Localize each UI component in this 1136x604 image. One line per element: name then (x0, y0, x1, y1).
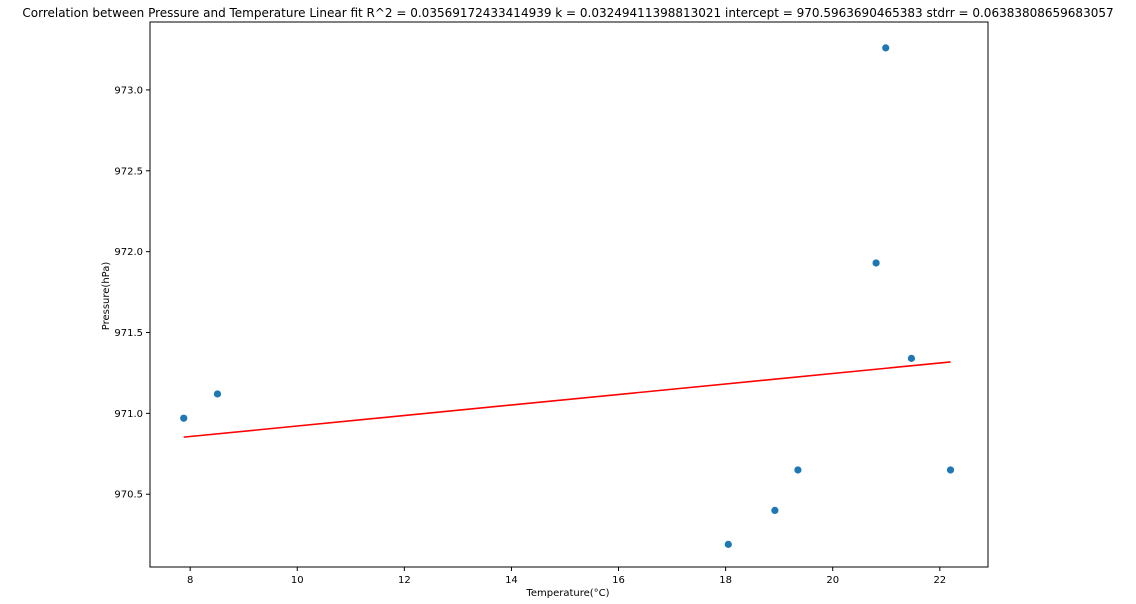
y-tick-label: 970.5 (114, 490, 143, 501)
x-tick-label: 18 (719, 575, 732, 586)
x-tick-label: 12 (398, 575, 411, 586)
scatter-point (771, 506, 779, 514)
x-tick-label: 14 (505, 575, 518, 586)
fit-line-group (183, 361, 951, 438)
x-axis-ticks: 8 10 12 14 16 18 20 22 (187, 567, 946, 586)
scatter-point (946, 466, 955, 474)
x-axis-label: Temperature(°C) (525, 588, 609, 599)
x-tick-label: 16 (612, 575, 625, 586)
scatter-point (213, 390, 222, 398)
y-tick-label: 973.0 (114, 85, 143, 96)
y-tick-label: 971.0 (114, 409, 143, 420)
x-tick-label: 10 (291, 575, 304, 586)
y-axis-label: Pressure(hPa) (101, 262, 112, 331)
scatter-point (907, 354, 916, 362)
y-axis-ticks: 970.5 971.0 971.5 972.0 972.5 973.0 (114, 85, 150, 501)
linear-fit-line (183, 361, 951, 438)
x-tick-label: 8 (187, 575, 193, 586)
scatter-point (724, 540, 732, 548)
axes-frame (149, 21, 989, 568)
y-tick-label: 972.0 (114, 247, 143, 258)
scatter-point (794, 466, 802, 474)
x-tick-label: 20 (826, 575, 839, 586)
y-tick-label: 972.5 (114, 166, 143, 177)
scatter-points (180, 44, 955, 548)
scatter-point (872, 259, 880, 267)
scatter-point (180, 414, 188, 422)
scatter-point (882, 44, 890, 52)
x-tick-label: 22 (933, 575, 946, 586)
y-tick-label: 971.5 (114, 328, 143, 339)
plot-area-border (149, 21, 989, 568)
chart-title: Correlation between Pressure and Tempera… (22, 6, 1113, 20)
